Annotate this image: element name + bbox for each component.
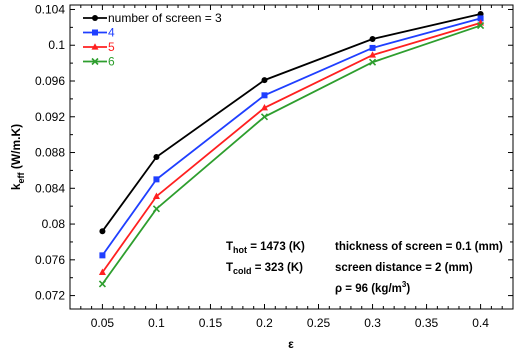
axis-ticks: 0.072 0.076 0.08 0.084 0.088 0.092 0.096 0.1 0.1… [35,2,513,330]
data-point [369,44,376,51]
y-tick-label: 0.084 [35,181,65,195]
x-tick-label: 0.35 [415,316,439,330]
data-point [260,104,268,111]
data-point [477,21,485,30]
legend-marker [91,43,99,50]
data-point [260,113,269,121]
data-point [369,51,377,58]
annotation-thickness: thickness of screen = 0.1 (mm) [335,241,503,253]
legend-item: number of screen = 3 [83,11,222,25]
y-tick-label: 0.088 [35,146,65,160]
y-tick-label: 0.072 [35,289,65,303]
x-axis-label: ε [288,337,294,351]
legend-marker [92,15,98,21]
y-axis-label-sub: eff [16,171,26,183]
series-line [101,22,481,273]
annotation-t-cold: Tcold = 323 (K) [226,262,303,276]
series-1 [99,10,484,235]
x-tick-label: 0.05 [91,316,115,330]
data-point [368,58,377,66]
data-point [99,252,106,259]
y-tick-label: 0.092 [35,110,65,124]
data-point [261,77,268,84]
legend-label: 5 [108,40,115,54]
legend-marker [92,29,98,36]
legend-label: 6 [108,55,115,69]
data-point [261,92,268,99]
annotations: Thot = 1473 (K) Tcold = 323 (K) thicknes… [226,241,503,295]
y-axis-label: keff (W/m.K) [9,124,26,190]
data-point [98,268,106,275]
data-point [99,228,106,235]
data-point [477,15,484,22]
data-point [152,192,160,199]
data-point [98,280,106,288]
y-tick-label: 0.096 [35,74,65,88]
x-tick-label: 0.3 [364,316,381,330]
series-line [101,17,481,256]
y-tick-label: 0.076 [35,253,65,267]
legend-marker [91,57,99,66]
data-point [152,205,161,213]
annotation-distance: screen distance = 2 (mm) [335,262,473,274]
y-tick-label: 0.104 [35,2,65,16]
data-point [153,176,160,183]
y-tick-label: 0.1 [48,38,65,52]
annotation-t-hot: Thot = 1473 (K) [226,241,305,255]
x-tick-label: 0.2 [256,316,273,330]
legend-label: 4 [108,26,115,40]
y-axis-label-unit: (W/m.K) [9,124,23,173]
series-3 [98,19,485,275]
legend-label: number of screen = 3 [108,11,222,25]
annotation-rho: ρ = 96 (kg/m3) [335,280,410,295]
y-tick-label: 0.08 [42,217,66,231]
series-group [98,10,485,288]
plot-frame [69,4,514,310]
x-tick-label: 0.4 [472,316,489,330]
data-point [369,35,376,42]
legend-item: 6 [83,55,115,69]
x-tick-label: 0.1 [148,316,165,330]
data-point [153,154,160,160]
y-axis-label-main: k [9,183,23,190]
legend-item: 4 [83,26,115,40]
x-tick-label: 0.25 [307,316,331,330]
legend-item: 5 [83,40,115,54]
series-4 [98,21,485,288]
series-2 [99,15,484,259]
x-tick-label: 0.15 [199,316,223,330]
